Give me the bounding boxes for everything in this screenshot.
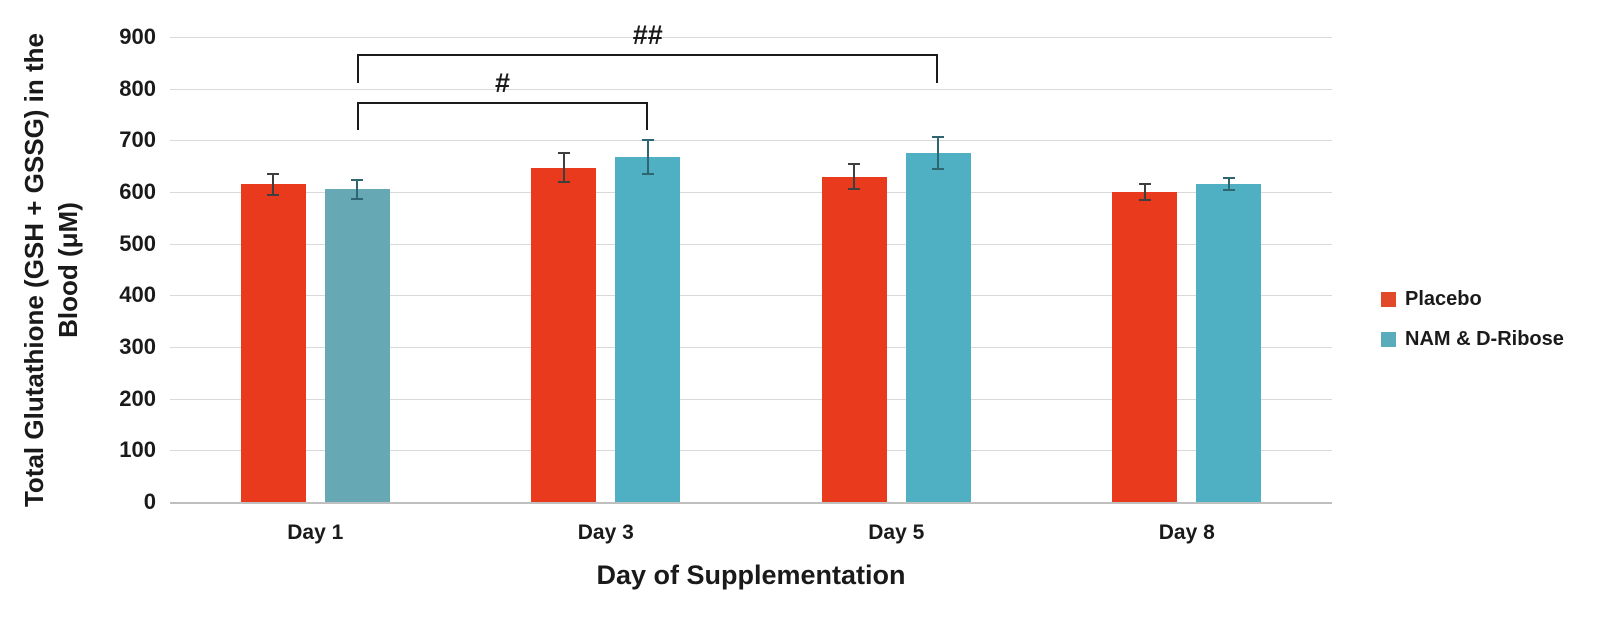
gridline-500 bbox=[170, 243, 1332, 245]
error-bar-line bbox=[646, 139, 649, 176]
error-bar-line bbox=[272, 172, 275, 196]
bar-nam-d-ribose-day-1 bbox=[324, 179, 390, 502]
significance-bracket-## bbox=[357, 53, 939, 84]
y-tick-label: 400 bbox=[119, 282, 156, 308]
error-bar-cap-top bbox=[848, 162, 861, 165]
legend: Placebo NAM & D-Ribose bbox=[1381, 288, 1564, 368]
gridline-700 bbox=[170, 140, 1332, 142]
error-bar-cap-bottom bbox=[557, 181, 570, 184]
bar-group-day-8 bbox=[1042, 37, 1333, 502]
error-bar-cap-top bbox=[641, 139, 654, 142]
error-bar-cap-bottom bbox=[351, 197, 364, 200]
bar-placebo-day-1 bbox=[240, 172, 306, 502]
bar-nam-d-ribose-day-3 bbox=[615, 139, 681, 502]
error-bar bbox=[1222, 177, 1235, 192]
error-bar-line bbox=[356, 179, 359, 200]
legend-swatch bbox=[1381, 292, 1396, 307]
gridline-200 bbox=[170, 398, 1332, 400]
legend-label: Placebo bbox=[1405, 288, 1482, 310]
error-bar-line bbox=[1227, 177, 1230, 192]
y-tick-label: 800 bbox=[119, 75, 156, 101]
error-bar-cap-top bbox=[1138, 182, 1151, 185]
error-bar bbox=[848, 162, 861, 191]
error-bar bbox=[641, 139, 654, 176]
error-bar-cap-top bbox=[557, 152, 570, 155]
y-tick-label: 300 bbox=[119, 334, 156, 359]
significance-label-#: # bbox=[494, 67, 511, 98]
x-axis-tick-labels: Day 1 Day 3 Day 5 Day 8 bbox=[170, 521, 1332, 545]
error-bar-line bbox=[1143, 182, 1146, 202]
x-tick-label: Day 3 bbox=[577, 521, 634, 544]
error-bar-cap-bottom bbox=[1222, 189, 1235, 192]
x-tick-label: Day 8 bbox=[1158, 521, 1215, 544]
gridline-300 bbox=[170, 347, 1332, 348]
y-tick-label: 500 bbox=[119, 230, 156, 256]
legend-swatch bbox=[1381, 332, 1396, 347]
error-bar-cap-top bbox=[932, 135, 945, 138]
gridline-900 bbox=[170, 37, 1332, 38]
error-bar bbox=[351, 179, 364, 200]
y-tick-label: 600 bbox=[119, 179, 156, 204]
error-bar bbox=[1138, 182, 1151, 202]
error-bar-cap-bottom bbox=[641, 173, 654, 176]
error-bar-cap-bottom bbox=[932, 167, 945, 170]
error-bar-cap-top bbox=[1222, 177, 1235, 180]
error-bar bbox=[932, 135, 945, 170]
bar-placebo-day-3 bbox=[531, 152, 597, 502]
bar-nam-d-ribose-day-5 bbox=[905, 135, 971, 502]
gridline-600 bbox=[170, 192, 1332, 193]
y-tick-label: 900 bbox=[119, 24, 156, 49]
significance-label-##: ## bbox=[632, 19, 663, 50]
error-bar-cap-top bbox=[267, 172, 280, 175]
y-tick-label: 100 bbox=[119, 437, 156, 463]
x-axis-title: Day of Supplementation bbox=[596, 560, 906, 590]
error-bar-cap-top bbox=[351, 179, 364, 182]
error-bar-cap-bottom bbox=[848, 188, 861, 191]
legend-label: NAM & D-Ribose bbox=[1405, 328, 1564, 350]
bar-placebo-day-8 bbox=[1112, 182, 1178, 502]
x-tick-label: Day 5 bbox=[868, 521, 925, 544]
legend-item-placebo: Placebo bbox=[1381, 288, 1564, 311]
error-bar-line bbox=[562, 152, 565, 184]
plot-area: # ## bbox=[170, 20, 1332, 504]
y-tick-label: 200 bbox=[119, 385, 156, 411]
bar-placebo-day-5 bbox=[821, 162, 887, 502]
y-tick-label: 0 bbox=[143, 489, 156, 514]
error-bar bbox=[557, 152, 570, 184]
gridline-0 bbox=[170, 502, 1332, 504]
significance-bracket-# bbox=[357, 101, 648, 130]
error-bar-cap-bottom bbox=[267, 193, 280, 196]
y-tick-label: 700 bbox=[119, 127, 156, 153]
error-bar-line bbox=[853, 162, 856, 191]
bar-group-day-5 bbox=[751, 37, 1042, 502]
bar-group-day-3 bbox=[461, 37, 752, 502]
error-bar-cap-bottom bbox=[1138, 199, 1151, 202]
gridline-100 bbox=[170, 450, 1332, 452]
legend-item-nam-d-ribose: NAM & D-Ribose bbox=[1381, 328, 1564, 351]
error-bar-line bbox=[937, 135, 940, 170]
gridline-800 bbox=[170, 88, 1332, 90]
bar-group-day-1 bbox=[170, 37, 461, 502]
gridline-400 bbox=[170, 295, 1332, 297]
bar-groups bbox=[170, 37, 1332, 502]
bar-nam-d-ribose-day-8 bbox=[1196, 177, 1262, 502]
error-bar bbox=[267, 172, 280, 196]
x-tick-label: Day 1 bbox=[287, 521, 344, 544]
